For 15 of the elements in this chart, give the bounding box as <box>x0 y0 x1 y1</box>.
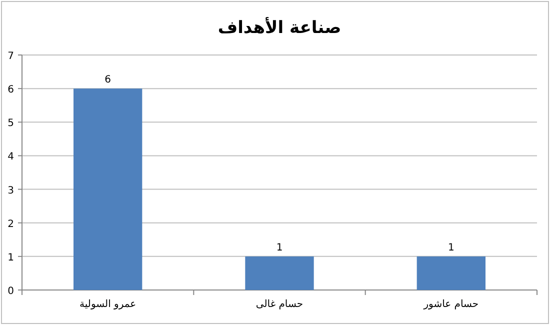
y-tick-label: 7 <box>8 51 14 62</box>
data-label: 1 <box>448 242 454 254</box>
y-tick-label: 0 <box>8 286 14 297</box>
chart-title: صناعة الأهداف <box>218 16 342 38</box>
y-tick-label: 2 <box>8 218 14 230</box>
x-tick-label: حسام عاشور <box>422 299 479 310</box>
y-tick-label: 1 <box>8 252 14 264</box>
y-tick-label: 4 <box>8 152 14 163</box>
y-tick-label: 6 <box>8 84 14 96</box>
data-label: 1 <box>276 242 283 254</box>
y-tick-label: 5 <box>8 118 14 130</box>
y-tick-label: 3 <box>8 185 14 196</box>
x-tick-label: عمرو السولية <box>80 299 136 310</box>
data-label: 6 <box>104 74 112 86</box>
x-tick-label: حسام غالى <box>256 299 304 310</box>
